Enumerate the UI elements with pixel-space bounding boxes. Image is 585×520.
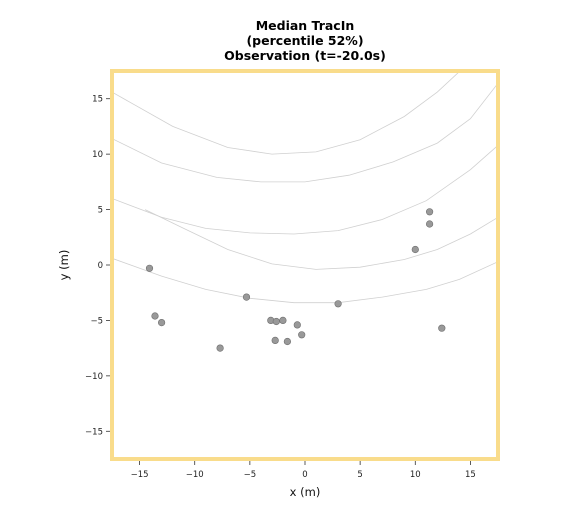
lane-line-1 <box>112 71 461 155</box>
y-tick-label: −5 <box>90 316 103 326</box>
chart-title: Median TracIn (percentile 52%) Observati… <box>224 18 386 63</box>
data-point-17 <box>438 324 446 332</box>
lane-line-5 <box>112 257 498 304</box>
x-tick-label: −15 <box>131 470 149 480</box>
y-axis-label: y (m) <box>57 250 71 281</box>
data-point-9 <box>271 336 279 345</box>
x-tick-label: 5 <box>357 470 362 480</box>
x-axis-label: x (m) <box>290 485 321 499</box>
lane-line-3 <box>112 145 498 235</box>
data-point-1 <box>145 264 154 272</box>
y-axis-ticks: −15 −10 −5 0 5 10 15 <box>85 95 110 437</box>
lane-line-4 <box>144 209 498 270</box>
lane-line-2 <box>112 82 498 183</box>
data-point-14 <box>411 245 419 254</box>
data-point-15 <box>426 208 434 216</box>
data-point-3 <box>158 319 166 327</box>
y-tick-label: 15 <box>92 95 103 105</box>
x-tick-label: −5 <box>244 470 257 480</box>
y-tick-label: 10 <box>92 150 103 160</box>
data-point-12 <box>298 331 306 339</box>
data-point-10 <box>283 337 292 346</box>
plot-frame <box>110 69 500 461</box>
data-point-13 <box>334 300 342 308</box>
x-tick-label: 0 <box>302 470 307 480</box>
lane-lines <box>112 71 498 304</box>
y-tick-label: 0 <box>98 261 103 271</box>
x-axis-ticks: −15 −10 −5 0 5 10 15 <box>131 461 476 480</box>
x-tick-label: −10 <box>186 470 204 480</box>
x-tick-label: 15 <box>465 470 476 480</box>
data-point-2 <box>151 312 159 320</box>
title-line-3: Observation (t=-20.0s) <box>224 48 386 63</box>
data-point-7 <box>272 317 280 326</box>
y-tick-label: 5 <box>98 206 103 216</box>
x-tick-label: 10 <box>410 470 421 480</box>
data-point-11 <box>293 321 301 329</box>
data-point-16 <box>426 220 434 228</box>
data-point-5 <box>242 293 251 301</box>
data-point-4 <box>216 344 224 352</box>
data-point-8 <box>279 316 287 325</box>
scatter-points <box>145 208 446 352</box>
title-line-2: (percentile 52%) <box>246 33 363 48</box>
y-tick-label: −10 <box>85 372 103 382</box>
y-tick-label: −15 <box>85 427 103 437</box>
title-line-1: Median TracIn <box>256 18 355 33</box>
